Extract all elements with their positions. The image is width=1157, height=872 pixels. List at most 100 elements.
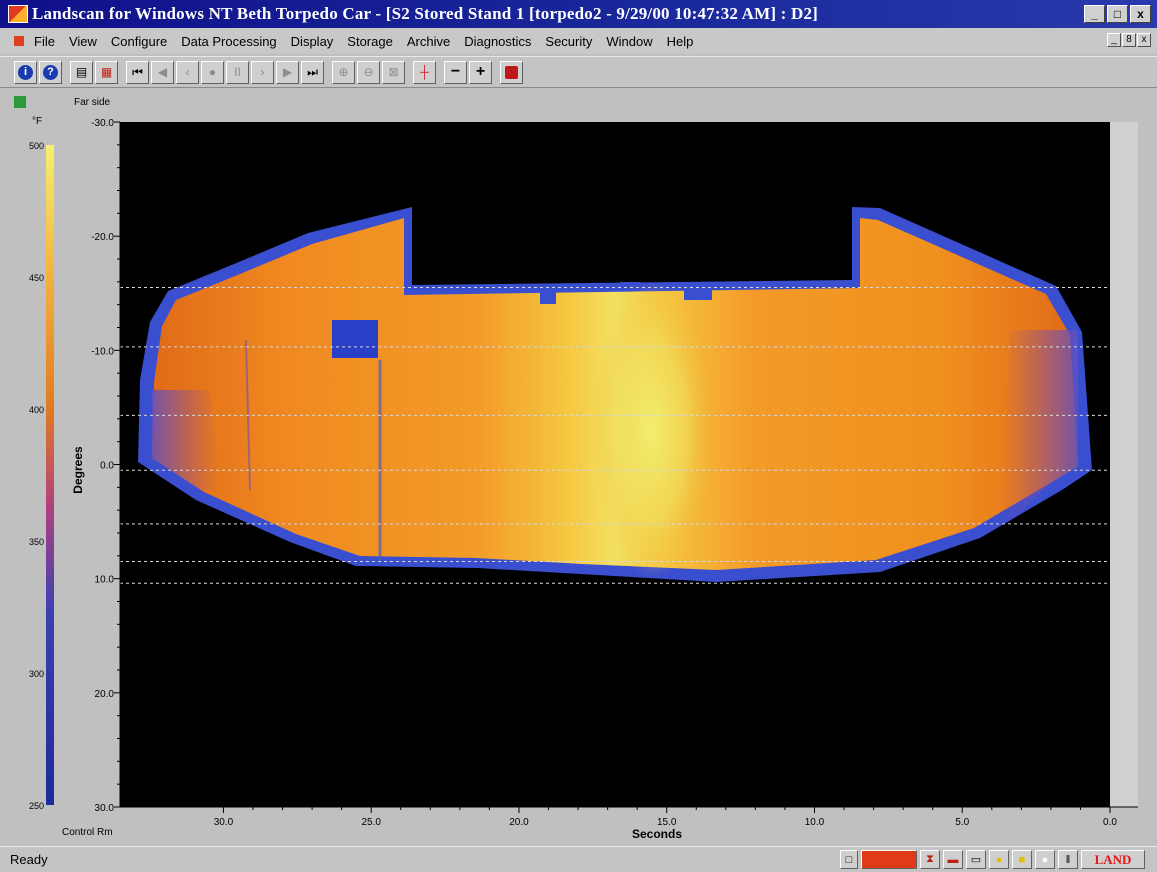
help-button[interactable]: ? (39, 60, 62, 84)
cold-spot (332, 320, 378, 358)
stop-icon: ● (208, 65, 217, 79)
cool-zone-right (1000, 330, 1078, 530)
x-tick-label: 30.0 (214, 817, 234, 828)
x-tick-label: 25.0 (361, 817, 381, 828)
y-tick-label: -20.0 (91, 232, 114, 243)
status-text: Ready (10, 852, 48, 867)
zoom-fit-button[interactable]: ⊠ (382, 60, 405, 84)
y-tick-label: 20.0 (95, 689, 115, 700)
colorbar (46, 145, 54, 805)
play-button[interactable]: ▶ (276, 60, 299, 84)
print-preview-icon: ▦ (100, 65, 113, 79)
plot-margin (1110, 122, 1138, 807)
next-button[interactable]: › (251, 60, 274, 84)
record-icon (505, 65, 518, 79)
yellow-box-icon: ■ (1012, 850, 1032, 869)
crosshair-icon: ┼ (420, 65, 429, 79)
stop-square-icon: □ (845, 853, 853, 866)
hourglass-icon: ⧗ (920, 850, 940, 869)
y-tick-label: 0.0 (100, 461, 114, 472)
menu-file[interactable]: File (34, 33, 55, 49)
yellow-light-icon: ● (989, 850, 1009, 869)
mdi-minimize-button[interactable]: _ (1107, 33, 1121, 47)
maximize-button[interactable]: □ (1107, 5, 1128, 23)
menu-configure[interactable]: Configure (110, 33, 168, 49)
info-icon: i (18, 64, 33, 80)
skip-last-button[interactable]: ⏭ (301, 60, 324, 84)
zoom-out-button[interactable]: ⊖ (357, 60, 380, 84)
chart-area: Far side °F 500 450 400 350 300 250 -30.0 -20.… (0, 90, 1157, 842)
brand-logo: LAND (1081, 850, 1145, 869)
menu-diagnostics[interactable]: Diagnostics (464, 33, 532, 49)
window-title: Landscan for Windows NT Beth Torpedo Car… (32, 4, 819, 23)
colorbar-tick-label: 500 (29, 141, 44, 151)
colorbar-tick-label: 250 (29, 801, 44, 811)
menu-window[interactable]: Window (606, 33, 653, 49)
prev-icon: ‹ (185, 65, 190, 79)
menu-data-processing[interactable]: Data Processing (181, 33, 277, 49)
menu-archive[interactable]: Archive (406, 33, 451, 49)
app-icon (8, 5, 28, 23)
skip-last-icon: ⏭ (307, 65, 318, 79)
menu-bar: File View Configure Data Processing Disp… (0, 28, 1157, 54)
pause-icon: II (234, 65, 241, 79)
record-button[interactable] (500, 60, 523, 84)
menu-help[interactable]: Help (666, 33, 694, 49)
zoom-fit-icon: ⊠ (388, 65, 399, 79)
minimize-button[interactable]: _ (1084, 5, 1105, 23)
x-tick-label: 5.0 (955, 817, 969, 828)
menu-security[interactable]: Security (545, 33, 593, 49)
disk-icon: ▭ (966, 850, 986, 869)
bars-icon: ‖ (1058, 850, 1078, 869)
skip-first-button[interactable]: ⏮ (126, 60, 149, 84)
minus-button[interactable]: − (444, 60, 467, 84)
close-button[interactable]: x (1130, 5, 1151, 23)
white-light-icon: ● (1035, 850, 1055, 869)
menu-display[interactable]: Display (290, 33, 334, 49)
stop-button[interactable]: ● (201, 60, 224, 84)
print-icon: ▤ (75, 65, 88, 79)
print-button[interactable]: ▤ (70, 60, 93, 84)
mdi-close-button[interactable]: x (1137, 33, 1151, 47)
crosshair-button[interactable]: ┼ (413, 60, 436, 84)
x-tick-label: 15.0 (657, 817, 677, 828)
skip-first-icon: ⏮ (132, 65, 143, 79)
status-bar: Ready □ ⧗ ▬ ▭ ● ■ ● ‖ LAND (0, 846, 1157, 872)
colorbar-tick-label: 300 (29, 669, 44, 679)
step-back-button[interactable]: ◀ (151, 60, 174, 84)
alarm-panel (861, 850, 917, 869)
thermal-scan-chart: Far side °F 500 450 400 350 300 250 -30.0 -20.… (14, 96, 1138, 841)
y-tick-label: 10.0 (95, 575, 115, 586)
plus-icon: + (475, 63, 486, 80)
rim-notches (540, 282, 712, 304)
next-icon: › (260, 65, 265, 79)
menu-view[interactable]: View (68, 33, 97, 49)
minus-icon: − (450, 63, 461, 80)
status-indicator-box: □ (840, 850, 858, 869)
mdi-restore-button[interactable]: 8 (1122, 33, 1136, 47)
plus-button[interactable]: + (469, 60, 492, 84)
y-tick-label: -30.0 (91, 118, 114, 129)
info-button[interactable]: i (14, 60, 37, 84)
y-tick-label: 30.0 (95, 803, 115, 814)
play-icon: ▶ (282, 65, 293, 79)
zoom-in-button[interactable]: ⊕ (332, 60, 355, 84)
x-axis-label: Seconds (632, 827, 682, 841)
status-indicator (14, 96, 26, 108)
toolbar: i ? ▤ ▦ ⏮ ◀ ‹ ● II › ▶ ⏭ ⊕ ⊖ ⊠ ┼ − + (0, 56, 1157, 88)
prev-button[interactable]: ‹ (176, 60, 199, 84)
help-icon: ? (43, 64, 58, 80)
x-tick-label: 10.0 (805, 817, 825, 828)
battery-icon: ▬ (943, 850, 963, 869)
far-side-label: Far side (74, 97, 111, 108)
document-icon[interactable] (14, 36, 24, 46)
colorbar-tick-label: 400 (29, 405, 44, 415)
pause-button[interactable]: II (226, 60, 249, 84)
zoom-in-icon: ⊕ (338, 65, 349, 79)
menu-storage[interactable]: Storage (347, 33, 393, 49)
y-tick-label: -10.0 (91, 346, 114, 357)
y-axis-label: Degrees (71, 446, 85, 494)
print-preview-button[interactable]: ▦ (95, 60, 118, 84)
colorbar-unit-label: °F (32, 116, 42, 127)
x-tick-label: 0.0 (1103, 817, 1117, 828)
